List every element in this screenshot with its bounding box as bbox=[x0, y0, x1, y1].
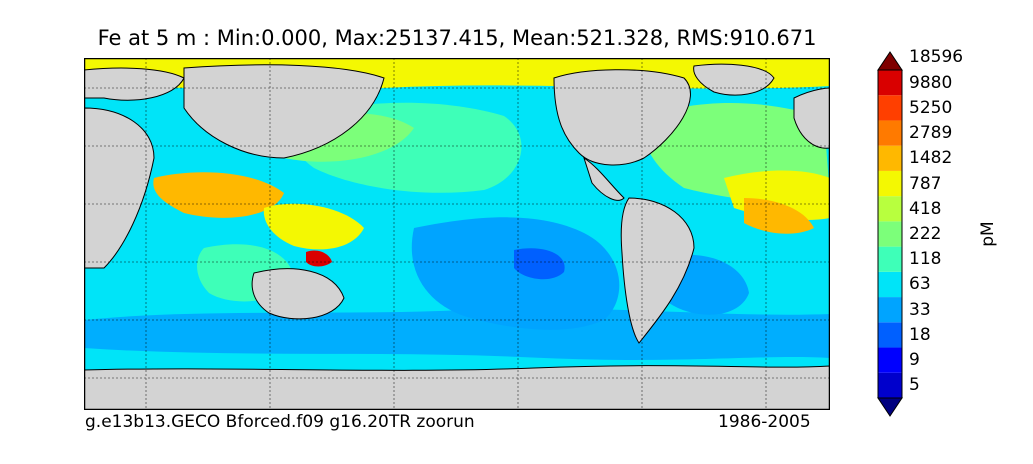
colorbar-tick-label: 5250 bbox=[909, 97, 953, 118]
land-africa bbox=[84, 107, 155, 269]
colorbar-tick-label: 787 bbox=[909, 173, 942, 194]
colorbar-tick-label: 18596 bbox=[909, 47, 964, 68]
land-south-america bbox=[620, 197, 695, 344]
plot-title: Fe at 5 m : Min:0.000, Max:25137.415, Me… bbox=[97, 26, 817, 50]
colorbar-extend-max bbox=[877, 51, 903, 71]
colorbar-tick-label: 222 bbox=[909, 224, 942, 244]
colorbar-tick-label: 9 bbox=[909, 350, 920, 371]
colorbar-tick-label: 118 bbox=[909, 249, 942, 270]
colorbar-segment bbox=[878, 145, 902, 171]
colorbar-tick-label: 2789 bbox=[909, 123, 953, 144]
atlantic-orange bbox=[744, 198, 814, 234]
north-indian-orange bbox=[153, 172, 284, 218]
footer-years: 1986-2005 bbox=[718, 412, 811, 432]
colorbar-segment bbox=[878, 120, 902, 146]
land-australia bbox=[251, 268, 345, 320]
colorbar-segment bbox=[878, 271, 902, 298]
colorbar-segment bbox=[878, 372, 902, 398]
colorbar-segment bbox=[878, 297, 902, 323]
land-north-america bbox=[553, 69, 691, 166]
colorbar-tick-label: 5 bbox=[909, 375, 920, 396]
land-central-america bbox=[583, 156, 625, 201]
colorbar-frame bbox=[877, 69, 903, 399]
colorbar-tick-label: 9880 bbox=[909, 72, 953, 93]
graticule bbox=[84, 58, 830, 410]
colorbar-segment bbox=[878, 170, 902, 197]
colorbar-segment bbox=[878, 221, 902, 247]
colorbar-segment bbox=[878, 196, 902, 222]
map-frame bbox=[84, 58, 830, 410]
colorbar-tick-label: 1482 bbox=[909, 148, 953, 169]
colorbar-tick-label: 63 bbox=[909, 274, 931, 295]
south-pacific-gyre bbox=[411, 217, 620, 330]
colorbar-segment bbox=[878, 95, 902, 121]
new-guinea-red bbox=[306, 250, 332, 267]
colorbar-extend-min bbox=[877, 397, 903, 417]
colorbar-segment bbox=[878, 70, 902, 96]
footer-case-name: g.e13b13.GECO Bforced.f09 g16.20TR zooru… bbox=[85, 412, 475, 432]
colorbar bbox=[877, 51, 903, 417]
land-europe-right bbox=[793, 87, 830, 149]
colorbar-segment bbox=[878, 347, 902, 373]
colorbar-tick-label: 33 bbox=[909, 299, 931, 320]
colorbar-tick-label: 18 bbox=[909, 324, 931, 345]
colorbar-segment bbox=[878, 246, 902, 272]
ocean-fe-map bbox=[84, 58, 830, 410]
maritime-yellow bbox=[263, 203, 364, 250]
colorbar-unit: pM bbox=[978, 221, 998, 247]
land-greenland bbox=[693, 63, 775, 96]
colorbar-tick-label: 418 bbox=[909, 198, 942, 219]
colorbar-segment bbox=[878, 322, 902, 348]
land-antarctica bbox=[84, 365, 830, 410]
south-pacific-core bbox=[514, 248, 565, 280]
